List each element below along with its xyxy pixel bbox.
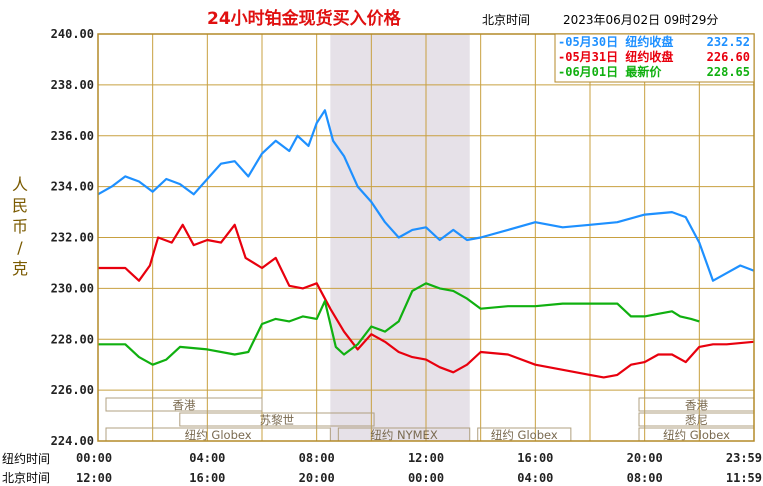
- x-tick-newyork: 23:59: [726, 451, 762, 465]
- market-session-bar: [179, 412, 375, 427]
- market-session-label: 香港: [173, 398, 196, 412]
- y-tick-label: 224.00: [51, 434, 94, 448]
- timestamp: 2023年06月02日 09时29分: [563, 13, 718, 27]
- series-line-1: [97, 109, 755, 282]
- y-tick-label: 228.00: [51, 332, 94, 346]
- x-tick-newyork: 20:00: [627, 451, 663, 465]
- legend-value: 228.65: [707, 65, 750, 79]
- y-axis-label-char: 克: [12, 259, 28, 278]
- plot-border: [97, 33, 755, 442]
- y-tick-label: 236.00: [51, 129, 94, 143]
- x-tick-beijing: 11:59: [726, 471, 762, 485]
- row-label-beijing: 北京时间: [2, 471, 50, 485]
- chart-title: 24小时铂金现货买入价格: [207, 8, 402, 29]
- y-tick-label: 238.00: [51, 78, 94, 92]
- x-tick-beijing: 16:00: [189, 471, 225, 485]
- y-axis-label-char: 人: [12, 175, 28, 194]
- x-tick-newyork: 12:00: [408, 451, 444, 465]
- y-tick-label: 230.00: [51, 281, 94, 295]
- y-tick-label: 234.00: [51, 180, 94, 194]
- market-session-label: 悉尼: [685, 413, 708, 427]
- x-tick-newyork: 00:00: [76, 451, 112, 465]
- y-axis-label-char: 民: [12, 196, 28, 215]
- y-tick-label: 240.00: [51, 27, 94, 41]
- x-tick-newyork: 16:00: [517, 451, 553, 465]
- y-tick-label: 232.00: [51, 231, 94, 245]
- series-line-2: [98, 223, 754, 379]
- x-tick-beijing: 08:00: [627, 471, 663, 485]
- legend: -05月30日 纽约收盘 232.52 -05月31日 纽约收盘 226.60 -06月…: [554, 33, 755, 83]
- legend-box: [554, 33, 755, 83]
- legend-value: 232.52: [707, 35, 750, 49]
- x-tick-newyork: 08:00: [299, 451, 335, 465]
- market-session-label: 苏黎世: [260, 413, 295, 427]
- time-zone-label: 北京时间: [482, 13, 530, 27]
- x-axis-ticks: 00:00 12:00 04:00 16:00 08:00 20:00 12:00 00:00…: [76, 451, 762, 485]
- y-axis-label: 人民币 / 克: [12, 175, 28, 278]
- y-axis-ticks: 224.00 226.00 228.00 230.00 232.00 234.00 236.…: [51, 27, 94, 448]
- row-label-newyork: 纽约时间: [2, 451, 50, 466]
- x-tick-newyork: 04:00: [189, 451, 225, 465]
- y-axis-label-char: /: [17, 238, 23, 257]
- x-tick-beijing: 20:00: [299, 471, 335, 485]
- x-tick-beijing: 04:00: [517, 471, 553, 485]
- market-session-label: 香港: [685, 398, 708, 412]
- series-line-3: [98, 282, 700, 366]
- market-session-label: 纽约 Globex: [185, 428, 252, 442]
- legend-entry: -06月01日 最新价: [558, 64, 662, 79]
- y-axis-label-char: 币: [12, 217, 28, 236]
- legend-entry: -05月31日 纽约收盘: [558, 49, 673, 64]
- y-tick-label: 226.00: [51, 383, 94, 397]
- x-tick-beijing: 00:00: [408, 471, 444, 485]
- market-session-bar: [105, 397, 263, 412]
- market-session-label: 纽约 NYMEX: [370, 428, 437, 442]
- market-session-label: 纽约 Globex: [663, 428, 730, 442]
- price-series: [97, 109, 755, 379]
- legend-entry: -05月30日 纽约收盘: [558, 34, 673, 49]
- market-session-label: 纽约 Globex: [491, 428, 558, 442]
- x-tick-beijing: 12:00: [76, 471, 112, 485]
- legend-value: 226.60: [707, 50, 750, 64]
